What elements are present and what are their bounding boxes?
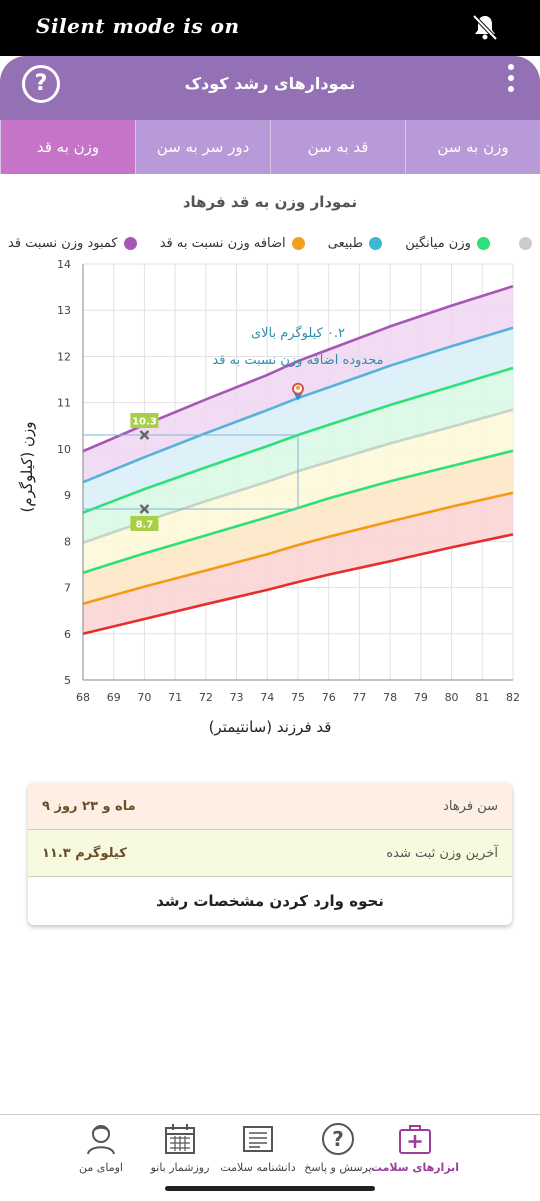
current-point-center xyxy=(296,385,300,390)
growth-curve-1 xyxy=(82,491,514,605)
svg-text:?: ? xyxy=(332,1127,344,1151)
x-tick-label: 82 xyxy=(506,691,520,704)
y-tick-label: 11 xyxy=(57,397,71,410)
x-tick-label: 78 xyxy=(383,691,397,704)
y-tick-label: 14 xyxy=(57,258,71,271)
tab-head-age[interactable]: دور سر به سن xyxy=(135,120,270,174)
chart-annotation: محدوده اضافه وزن نسبت به قد xyxy=(212,353,383,368)
question-bubble-icon: ? xyxy=(322,1123,354,1155)
x-tick-label: 75 xyxy=(291,691,305,704)
bell-off-icon xyxy=(472,14,498,41)
y-axis-label: وزن (کیلوگرم) xyxy=(18,421,36,513)
question-icon[interactable]: ? xyxy=(22,65,60,103)
y-tick-label: 5 xyxy=(64,674,71,687)
nav-health-tools[interactable]: ابزارهای سلامت xyxy=(370,1121,460,1174)
x-tick-label: 76 xyxy=(322,691,336,704)
legend-dot-icon xyxy=(291,236,305,250)
band-area xyxy=(83,450,513,604)
app-header: ? نمودارهای رشد کودک xyxy=(0,56,540,120)
weight-value: ۱۱.۳ کیلوگرم xyxy=(42,845,127,861)
nav-encyclopedia[interactable]: دانشنامه سلامت xyxy=(213,1121,303,1174)
chart-title: نمودار وزن به قد فرهاد xyxy=(182,193,358,211)
legend-underweight: کمبود وزن نسبت قد xyxy=(8,236,137,251)
marker-x-icon xyxy=(139,430,150,440)
x-tick-label: 81 xyxy=(475,691,489,704)
growth-curve-0 xyxy=(82,533,514,636)
x-tick-label: 68 xyxy=(76,691,90,704)
page-title: نمودارهای رشد کودک xyxy=(184,74,356,93)
tab-weight-age[interactable]: وزن به سن xyxy=(405,120,540,174)
legend-extra xyxy=(513,236,532,250)
chart-tabs: وزن به سن قد به سن دور سر به سن وزن به ق… xyxy=(0,120,540,174)
y-tick-label: 7 xyxy=(64,582,71,595)
y-tick-label: 12 xyxy=(57,350,71,363)
kebab-menu-icon[interactable] xyxy=(506,64,516,98)
x-tick-label: 74 xyxy=(260,691,274,704)
growth-chart: 68 69 70 71 72 73 74 75 76 77 78 79 80 81 825678910111… xyxy=(57,258,520,704)
health-kit-icon xyxy=(399,1125,431,1154)
marker-x-icon xyxy=(139,504,150,514)
calendar-icon xyxy=(165,1124,195,1154)
age-row: ۹ ماه و ۲۳ روز سن فرهاد xyxy=(28,783,512,830)
chart-legend: کمبود وزن نسبت قد اضافه وزن نسبت به قد ط… xyxy=(8,232,532,254)
legend-dot-icon xyxy=(519,236,532,250)
legend-dot-icon xyxy=(123,236,137,250)
x-tick-label: 80 xyxy=(445,691,459,704)
x-axis-label: قد فرزند (سانتیمتر) xyxy=(208,718,332,736)
marker-label: 8.7 xyxy=(136,519,154,530)
x-tick-label: 73 xyxy=(230,691,244,704)
growth-curve-6 xyxy=(82,284,514,453)
nav-profile[interactable]: اومای من xyxy=(56,1121,146,1174)
y-tick-label: 6 xyxy=(64,628,71,641)
home-indicator xyxy=(165,1186,375,1191)
status-bar: Silent mode is on xyxy=(0,0,540,56)
y-tick-label: 9 xyxy=(64,489,71,502)
age-label: سن فرهاد xyxy=(443,798,498,814)
x-tick-label: 79 xyxy=(414,691,428,704)
x-tick-label: 70 xyxy=(137,691,151,704)
chart-annotation: ۰.۲ کیلوگرم بالای xyxy=(251,325,345,341)
growth-help-link[interactable]: نحوه وارد کردن مشخصات رشد xyxy=(156,892,384,910)
tab-height-age[interactable]: قد به سن xyxy=(270,120,405,174)
encyclopedia-icon xyxy=(243,1126,273,1152)
nav-calendar[interactable]: روزشمار بانو xyxy=(135,1121,225,1174)
age-value: ۹ ماه و ۲۳ روز xyxy=(42,798,136,814)
profile-icon xyxy=(87,1125,115,1155)
info-card: ۹ ماه و ۲۳ روز سن فرهاد ۱۱.۳ کیلوگرم آخر… xyxy=(28,783,512,925)
legend-overweight: اضافه وزن نسبت به قد xyxy=(160,236,305,251)
band-area xyxy=(83,327,513,513)
legend-dot-icon xyxy=(369,236,383,250)
y-tick-label: 8 xyxy=(64,535,71,548)
y-tick-label: 10 xyxy=(57,443,71,456)
x-tick-label: 72 xyxy=(199,691,213,704)
marker-badge xyxy=(130,515,159,531)
x-tick-label: 77 xyxy=(352,691,366,704)
weight-label: آخرین وزن ثبت شده xyxy=(386,845,498,861)
nav-qa[interactable]: ? پرسش و پاسخ xyxy=(293,1121,383,1174)
legend-normal: طبیعی xyxy=(328,236,383,251)
band-area xyxy=(83,492,513,634)
marker-label: 10.3 xyxy=(132,417,157,428)
tab-weight-height[interactable]: وزن به قد xyxy=(0,120,135,174)
y-tick-label: 13 xyxy=(57,304,71,317)
silent-mode-text: Silent mode is on xyxy=(36,14,240,38)
x-tick-label: 69 xyxy=(107,691,121,704)
weight-row: ۱۱.۳ کیلوگرم آخرین وزن ثبت شده xyxy=(28,830,512,877)
x-tick-label: 71 xyxy=(168,691,182,704)
legend-dot-icon xyxy=(476,236,490,250)
legend-average: وزن میانگین xyxy=(405,236,490,251)
marker-badge xyxy=(130,413,159,429)
